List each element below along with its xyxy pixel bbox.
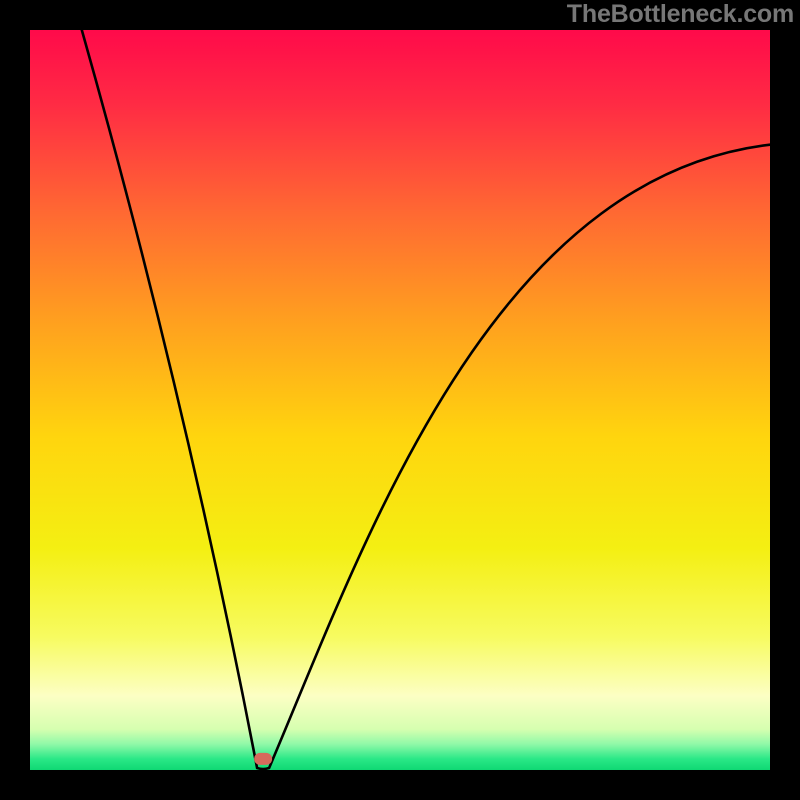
curve-minimum-marker [254, 753, 272, 765]
chart-plot-area [30, 30, 770, 770]
watermark-text: TheBottleneck.com [567, 0, 794, 29]
chart-svg [0, 0, 800, 800]
bottleneck-chart: TheBottleneck.com [0, 0, 800, 800]
